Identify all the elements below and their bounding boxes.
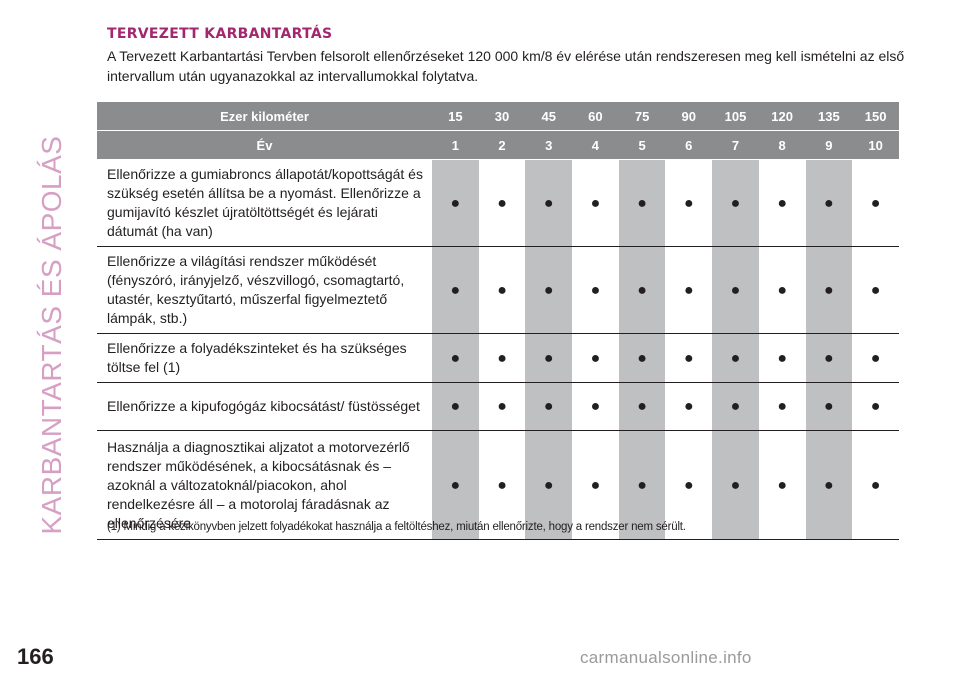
check-dot: ●: [478, 382, 526, 431]
check-dot: ●: [665, 430, 713, 540]
check-dot: ●: [758, 333, 806, 383]
check-dot: ●: [852, 246, 899, 334]
check-dot: ●: [852, 159, 899, 247]
year-header-cell: 2: [478, 130, 526, 160]
footnote: (1) Mindig a kézikönyvben jelzett folyad…: [107, 521, 686, 533]
check-dot: ●: [665, 159, 713, 247]
check-dot: ●: [618, 159, 666, 247]
check-dot: ●: [478, 333, 526, 383]
check-dot: ●: [805, 430, 853, 540]
check-dot: ●: [852, 382, 899, 431]
check-dot: ●: [852, 430, 899, 540]
check-dot: ●: [525, 159, 573, 247]
check-dot: ●: [805, 382, 853, 431]
km-header-cell: 150: [852, 102, 899, 131]
km-header-row: Ezer kilométer 15 30 45 60 75 90 105 120…: [97, 102, 899, 131]
check-dot: ●: [572, 333, 619, 383]
year-header-cell: 1: [432, 130, 479, 160]
table-row: Ellenőrizze a kipufogógáz kibocsátást/ f…: [97, 382, 899, 431]
check-dot: ●: [805, 246, 853, 334]
check-dot: ●: [758, 159, 806, 247]
check-dot: ●: [432, 382, 479, 431]
check-dot: ●: [712, 246, 759, 334]
check-dot: ●: [432, 430, 479, 540]
check-dot: ●: [665, 333, 713, 383]
watermark: carmanualsonline.info: [580, 648, 752, 667]
check-dot: ●: [432, 333, 479, 383]
km-header-cell: 60: [572, 102, 619, 131]
check-dot: ●: [805, 159, 853, 247]
intro-paragraph: A Tervezett Karbantartási Tervben felsor…: [107, 48, 905, 84]
check-dot: ●: [478, 159, 526, 247]
km-header-cell: 90: [665, 102, 713, 131]
check-dot: ●: [572, 382, 619, 431]
check-dot: ●: [805, 333, 853, 383]
check-dot: ●: [572, 159, 619, 247]
km-header-cell: 120: [758, 102, 806, 131]
side-chapter-title: KARBANTARTÁS ÉS ÁPOLÁS: [36, 135, 67, 535]
check-dot: ●: [525, 430, 573, 540]
page-number: 166: [17, 644, 54, 669]
section-title: TERVEZETT KARBANTARTÁS: [107, 26, 333, 42]
check-dot: ●: [618, 246, 666, 334]
year-header-row: Év 1 2 3 4 5 6 7 8 9 10: [97, 130, 899, 160]
check-dot: ●: [478, 246, 526, 334]
check-dot: ●: [525, 382, 573, 431]
row-label: Használja a diagnosztikai aljzatot a mot…: [97, 430, 432, 540]
row-label: Ellenőrizze a folyadékszinteket és ha sz…: [97, 333, 432, 383]
check-dot: ●: [618, 333, 666, 383]
year-header-cell: 7: [712, 130, 759, 160]
table-row: Használja a diagnosztikai aljzatot a mot…: [97, 430, 899, 540]
check-dot: ●: [712, 333, 759, 383]
year-header-cell: 9: [805, 130, 853, 160]
check-dot: ●: [712, 159, 759, 247]
check-dot: ●: [618, 382, 666, 431]
km-header-label: Ezer kilométer: [97, 102, 432, 131]
table-row: Ellenőrizze a folyadékszinteket és ha sz…: [97, 333, 899, 383]
check-dot: ●: [432, 159, 479, 247]
row-label: Ellenőrizze a kipufogógáz kibocsátást/ f…: [97, 382, 432, 431]
year-header-cell: 8: [758, 130, 806, 160]
year-header-cell: 5: [618, 130, 666, 160]
table-row: Ellenőrizze a világítási rendszer működé…: [97, 246, 899, 334]
year-header-label: Év: [97, 130, 432, 160]
check-dot: ●: [758, 430, 806, 540]
check-dot: ●: [572, 246, 619, 334]
check-dot: ●: [712, 382, 759, 431]
km-header-cell: 45: [525, 102, 573, 131]
table-row: Ellenőrizze a gumiabroncs állapotát/kopo…: [97, 159, 899, 247]
check-dot: ●: [665, 246, 713, 334]
year-header-cell: 3: [525, 130, 573, 160]
check-dot: ●: [618, 430, 666, 540]
year-header-cell: 10: [852, 130, 899, 160]
check-dot: ●: [852, 333, 899, 383]
row-label: Ellenőrizze a világítási rendszer működé…: [97, 246, 432, 334]
check-dot: ●: [665, 382, 713, 431]
km-header-cell: 75: [618, 102, 666, 131]
check-dot: ●: [572, 430, 619, 540]
km-header-cell: 15: [432, 102, 479, 131]
row-label: Ellenőrizze a gumiabroncs állapotát/kopo…: [97, 159, 432, 247]
year-header-cell: 6: [665, 130, 713, 160]
maintenance-table: Ezer kilométer 15 30 45 60 75 90 105 120…: [97, 102, 899, 540]
check-dot: ●: [758, 246, 806, 334]
year-header-cell: 4: [572, 130, 619, 160]
km-header-cell: 105: [712, 102, 759, 131]
check-dot: ●: [525, 246, 573, 334]
check-dot: ●: [758, 382, 806, 431]
check-dot: ●: [525, 333, 573, 383]
km-header-cell: 30: [478, 102, 526, 131]
check-dot: ●: [478, 430, 526, 540]
check-dot: ●: [432, 246, 479, 334]
check-dot: ●: [712, 430, 759, 540]
km-header-cell: 135: [805, 102, 853, 131]
